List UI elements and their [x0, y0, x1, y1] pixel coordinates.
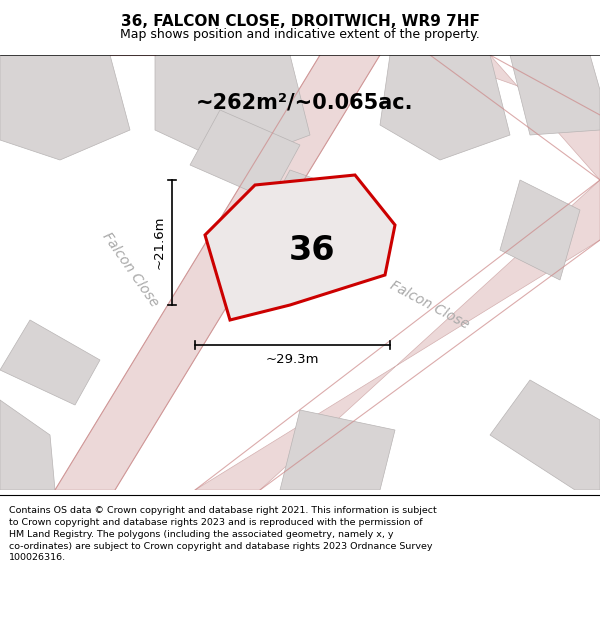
Polygon shape — [255, 170, 375, 265]
Text: Contains OS data © Crown copyright and database right 2021. This information is : Contains OS data © Crown copyright and d… — [9, 506, 437, 562]
Text: 36: 36 — [289, 234, 335, 268]
Polygon shape — [155, 55, 310, 165]
Polygon shape — [280, 410, 395, 490]
Polygon shape — [0, 320, 100, 405]
Polygon shape — [490, 380, 600, 490]
Text: 36, FALCON CLOSE, DROITWICH, WR9 7HF: 36, FALCON CLOSE, DROITWICH, WR9 7HF — [121, 14, 479, 29]
Polygon shape — [380, 55, 510, 160]
Text: ~21.6m: ~21.6m — [153, 216, 166, 269]
Polygon shape — [0, 400, 55, 490]
Polygon shape — [500, 180, 580, 280]
Text: Map shows position and indicative extent of the property.: Map shows position and indicative extent… — [120, 28, 480, 41]
Text: ~262m²/~0.065ac.: ~262m²/~0.065ac. — [196, 92, 414, 112]
Polygon shape — [205, 175, 395, 320]
Polygon shape — [0, 55, 130, 160]
Polygon shape — [430, 55, 600, 180]
Text: ~29.3m: ~29.3m — [266, 353, 319, 366]
Text: Falcon Close: Falcon Close — [388, 278, 472, 332]
Polygon shape — [190, 110, 300, 200]
Polygon shape — [0, 400, 55, 490]
Polygon shape — [510, 55, 600, 135]
Text: Falcon Close: Falcon Close — [99, 230, 161, 310]
Polygon shape — [55, 55, 380, 490]
Polygon shape — [195, 180, 600, 490]
